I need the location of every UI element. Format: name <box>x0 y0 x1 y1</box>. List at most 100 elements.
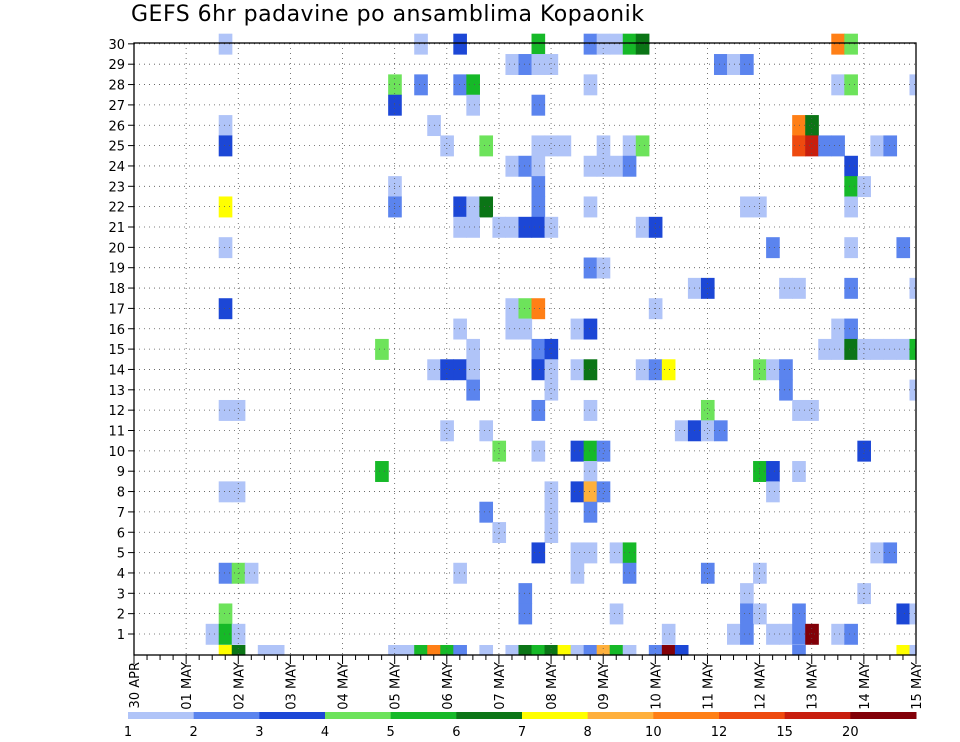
heatmap-cell <box>453 645 467 656</box>
heatmap-cell <box>779 277 793 299</box>
heatmap-cell <box>766 481 780 503</box>
heatmap-cell <box>518 54 533 75</box>
heatmap-cell <box>779 379 793 401</box>
heatmap-cell <box>674 420 689 442</box>
heatmap-cell <box>570 440 585 462</box>
heatmap-cell <box>544 135 559 157</box>
heatmap-cell <box>544 379 559 401</box>
heatmap-cell <box>909 277 917 299</box>
heatmap-cell <box>518 318 533 340</box>
x-tick-label: 14 MAY <box>858 662 873 710</box>
y-tick-label: 27 <box>108 99 125 114</box>
heatmap-cell <box>831 74 845 96</box>
colorbar-swatch <box>325 712 392 719</box>
heatmap-cell <box>531 54 546 75</box>
y-tick-label: 24 <box>108 160 125 175</box>
heatmap-cell <box>583 645 598 656</box>
heatmap-cell <box>622 645 637 656</box>
heatmap-cell <box>218 33 233 55</box>
heatmap-cell <box>231 399 246 421</box>
x-tick-label: 02 MAY <box>232 662 247 710</box>
colorbar-label: 20 <box>842 725 859 740</box>
colorbar-swatch <box>522 712 589 719</box>
heatmap-cell <box>375 461 389 482</box>
heatmap-cell <box>531 359 546 381</box>
heatmap-cell <box>596 135 611 157</box>
y-tick-label: 9 <box>117 465 125 480</box>
x-tick-label: 10 MAY <box>649 662 664 710</box>
heatmap-cell <box>583 399 598 421</box>
colorbar-swatch <box>653 712 720 719</box>
heatmap-cell <box>518 298 533 320</box>
heatmap-cell <box>635 33 650 55</box>
y-tick-label: 17 <box>108 302 125 317</box>
heatmap-cell <box>544 216 559 238</box>
y-tick-label: 15 <box>108 343 125 358</box>
heatmap-cell <box>831 318 845 340</box>
heatmap-cell <box>218 562 233 584</box>
x-tick-label: 03 MAY <box>284 662 299 710</box>
colorbar-swatch <box>587 712 654 719</box>
colorbar-swatch <box>456 712 523 719</box>
heatmap-cell <box>883 135 898 157</box>
colorbar-label: 4 <box>321 725 329 740</box>
heatmap-cell <box>479 645 494 656</box>
y-tick-label: 13 <box>108 384 125 399</box>
heatmap-cell <box>218 481 233 503</box>
x-tick-label: 30 APR <box>128 662 143 708</box>
heatmap-cell <box>231 481 246 503</box>
colorbar-label: 10 <box>645 725 662 740</box>
heatmap-cell <box>218 399 233 421</box>
heatmap-cell <box>896 237 911 259</box>
heatmap-cell <box>896 338 911 360</box>
heatmap-cell <box>596 645 611 656</box>
heatmap-cell <box>505 216 520 238</box>
heatmap-cell <box>583 196 598 218</box>
heatmap-cell <box>570 318 585 340</box>
heatmap-cell <box>583 257 598 279</box>
y-tick-label: 5 <box>117 547 125 562</box>
heatmap-cell <box>518 155 533 177</box>
heatmap-cell <box>661 359 676 381</box>
heatmap-cell <box>205 623 220 645</box>
heatmap-cell <box>531 196 546 218</box>
heatmap-cell <box>505 54 520 75</box>
heatmap-cell <box>453 318 467 340</box>
heatmap-cell <box>218 603 233 625</box>
y-tick-label: 3 <box>117 587 125 602</box>
heatmap-cell <box>713 420 728 442</box>
heatmap-cell <box>479 196 494 218</box>
heatmap-cell <box>544 359 559 381</box>
heatmap-cell <box>831 623 845 645</box>
heatmap-cell <box>505 155 520 177</box>
heatmap-cell <box>896 603 911 625</box>
y-tick-label: 10 <box>108 445 125 460</box>
heatmap-cell <box>466 379 480 401</box>
heatmap-cell <box>648 359 663 381</box>
heatmap-cell <box>218 115 233 137</box>
heatmap-cell <box>479 501 494 523</box>
heatmap-cell <box>779 623 793 645</box>
heatmap-cell <box>518 216 533 238</box>
heatmap-cell <box>740 583 754 605</box>
x-tick-label: 11 MAY <box>701 662 716 710</box>
heatmap-cell <box>713 54 728 75</box>
heatmap-cells <box>205 33 917 656</box>
heatmap-cell <box>518 645 533 656</box>
heatmap-cell <box>844 176 858 198</box>
colorbar-label: 5 <box>387 725 395 740</box>
heatmap-cell <box>583 542 598 564</box>
y-tick-label: 18 <box>108 282 125 297</box>
heatmap-cell <box>818 135 832 157</box>
heatmap-cell <box>831 135 845 157</box>
heatmap-cell <box>727 54 741 75</box>
heatmap-cell <box>453 359 467 381</box>
heatmap-cell <box>792 645 806 656</box>
heatmap-cell <box>831 338 845 360</box>
heatmap-cell <box>635 135 650 157</box>
heatmap-cell <box>557 645 572 656</box>
y-tick-label: 20 <box>108 241 125 256</box>
heatmap-cell <box>609 645 624 656</box>
heatmap-cell <box>505 645 520 656</box>
heatmap-cell <box>531 155 546 177</box>
